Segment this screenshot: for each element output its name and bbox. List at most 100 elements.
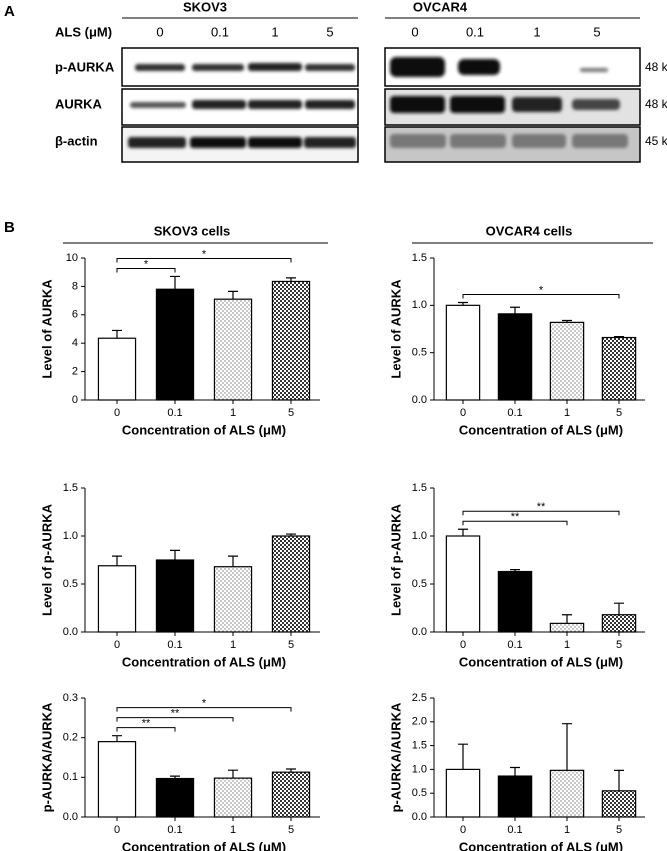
x-tick-label: 5	[288, 639, 294, 651]
x-tick-label: 0	[460, 639, 466, 651]
x-axis-label: Concentration of ALS (μM)	[122, 422, 286, 437]
dose: 5	[326, 24, 333, 39]
y-tick-label: 0.0	[412, 811, 427, 823]
bar	[155, 777, 195, 818]
bar	[497, 570, 533, 633]
dose: 0	[156, 24, 163, 39]
x-tick-label: 1	[564, 824, 570, 836]
bar	[601, 336, 637, 401]
y-tick-label: 0.0	[412, 394, 427, 406]
y-tick-label: 4	[72, 337, 78, 349]
error-bar	[562, 614, 572, 624]
y-tick-label: 2	[72, 366, 78, 378]
y-tick-label: 1.5	[63, 482, 78, 494]
bar	[97, 565, 137, 633]
x-tick-label: 0.1	[507, 824, 522, 836]
x-tick-label: 0.1	[167, 407, 182, 419]
chart-title: OVCAR4 cells	[486, 223, 573, 238]
y-tick-label: 0.5	[412, 578, 427, 590]
row-label: AURKA	[55, 96, 103, 111]
y-tick-label: 0.5	[412, 347, 427, 359]
y-tick-label: 0.0	[412, 626, 427, 638]
x-tick-label: 5	[288, 824, 294, 836]
significance-bracket	[462, 520, 568, 526]
x-tick-label: 0	[460, 407, 466, 419]
x-tick-label: 5	[616, 407, 622, 419]
x-axis-label: Concentration of ALS (μM)	[459, 422, 623, 437]
significance-bracket	[462, 510, 620, 516]
dose: 0.1	[466, 24, 484, 39]
error-bar	[112, 555, 122, 566]
y-tick-label: 2.5	[412, 692, 427, 704]
significance-label: *	[539, 284, 544, 296]
bar	[497, 775, 533, 818]
y-tick-label: 1.0	[412, 530, 427, 542]
panel-label: B	[4, 219, 15, 236]
significance-bracket	[462, 293, 620, 299]
bar	[445, 535, 481, 633]
bar	[97, 741, 137, 818]
y-tick-label: 1.5	[412, 740, 427, 752]
bar	[601, 614, 637, 633]
x-axis-label: Concentration of ALS (μM)	[122, 654, 286, 669]
error-bar	[458, 743, 468, 770]
row-label: p-AURKA	[55, 59, 115, 74]
y-tick-label: 1.5	[412, 252, 427, 264]
significance-bracket	[116, 727, 176, 732]
y-tick-label: 2.0	[412, 716, 427, 728]
bar	[271, 280, 311, 401]
y-tick-label: 0.5	[412, 787, 427, 799]
significance-bracket	[116, 717, 234, 722]
dose: 1	[271, 24, 278, 39]
y-axis-label: p-AURKA/AURKA	[388, 702, 403, 812]
significance-label: *	[144, 258, 149, 270]
blots	[121, 47, 641, 163]
x-axis-label: Concentration of ALS (μM)	[459, 839, 623, 851]
y-tick-label: 1.0	[63, 530, 78, 542]
bar	[213, 298, 253, 401]
y-axis-label: Level of p-AURKA	[388, 503, 403, 616]
significance-label: **	[171, 708, 180, 720]
bar	[549, 622, 585, 633]
error-bar	[170, 275, 180, 290]
size-label: 48 kDa	[645, 97, 667, 111]
significance-bracket	[116, 707, 292, 712]
x-tick-label: 0.1	[507, 639, 522, 651]
significance-label: **	[142, 718, 151, 730]
bar	[97, 337, 137, 401]
dose: 5	[593, 24, 600, 39]
significance-bracket	[116, 257, 292, 263]
error-bar	[228, 769, 238, 779]
x-tick-label: 5	[616, 824, 622, 836]
y-tick-label: 8	[72, 280, 78, 292]
x-tick-label: 0	[114, 407, 120, 419]
error-bar	[510, 766, 520, 777]
x-tick-label: 0	[460, 824, 466, 836]
bar	[155, 559, 195, 633]
error-bar	[112, 329, 122, 339]
x-tick-label: 5	[288, 407, 294, 419]
error-bar	[170, 549, 180, 560]
error-bar	[614, 769, 624, 791]
dose: 0	[411, 24, 418, 39]
y-tick-label: 10	[66, 252, 78, 264]
y-axis-label: Level of AURKA	[388, 279, 403, 379]
x-tick-label: 0	[114, 824, 120, 836]
y-tick-label: 0.3	[63, 692, 78, 704]
y-tick-label: 1.5	[412, 482, 427, 494]
bar	[549, 321, 585, 401]
y-tick-label: 6	[72, 309, 78, 321]
bar	[213, 777, 253, 818]
bar	[549, 769, 585, 818]
x-tick-label: 0.1	[167, 824, 182, 836]
significance-label: *	[202, 698, 207, 710]
significance-label: **	[511, 511, 520, 523]
bar	[271, 535, 311, 633]
error-bar	[228, 290, 238, 300]
y-axis-label: Level of p-AURKA	[39, 503, 54, 616]
x-tick-label: 1	[230, 407, 236, 419]
bar	[601, 790, 637, 818]
y-tick-label: 1.0	[412, 299, 427, 311]
